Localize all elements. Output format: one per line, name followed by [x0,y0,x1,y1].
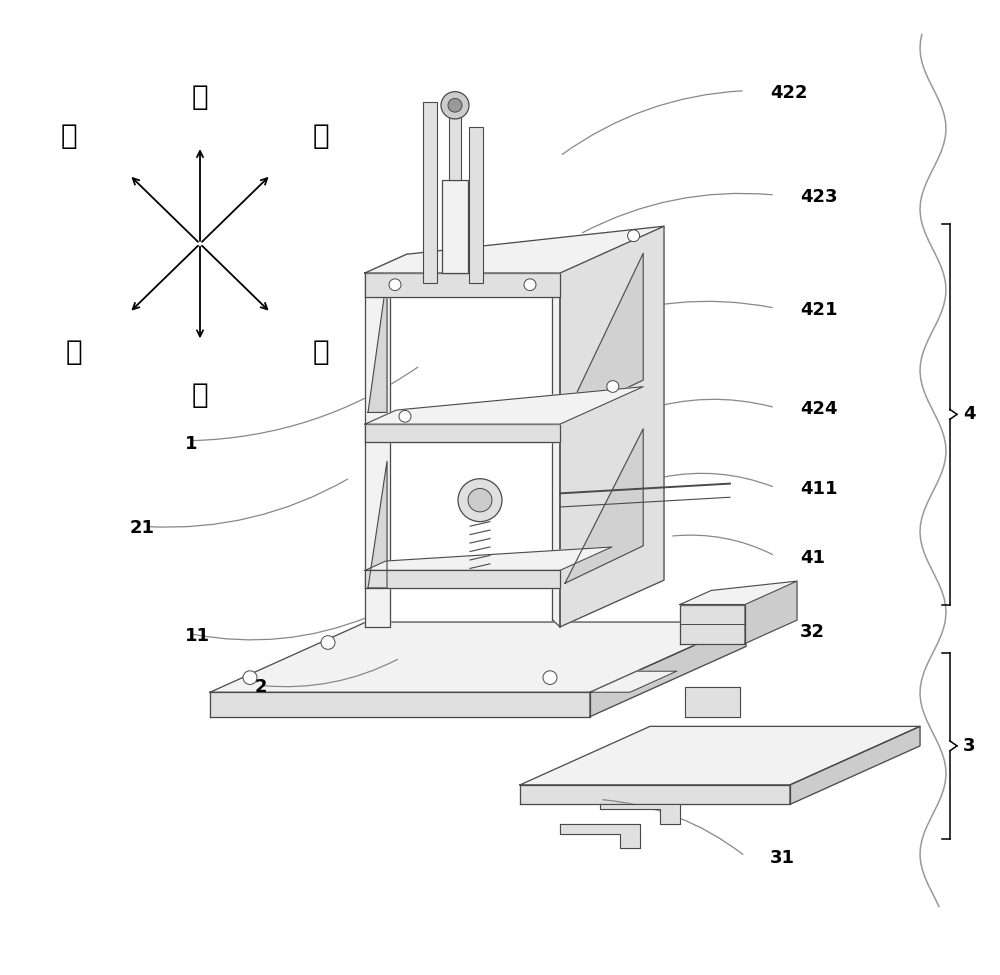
Polygon shape [590,622,746,717]
Polygon shape [368,461,387,588]
Text: 31: 31 [770,849,795,867]
Text: 后: 后 [66,337,83,366]
Circle shape [607,380,619,392]
Bar [469,127,483,283]
Polygon shape [365,273,390,627]
Bar [423,102,437,283]
Polygon shape [365,547,612,570]
Circle shape [243,671,257,684]
Circle shape [389,279,401,291]
Polygon shape [560,824,640,848]
Text: 21: 21 [130,520,155,537]
Text: 3: 3 [963,737,976,755]
Text: 32: 32 [800,623,825,641]
Polygon shape [565,254,643,417]
Text: 424: 424 [800,401,838,418]
Polygon shape [365,387,643,424]
Text: 422: 422 [770,84,808,101]
Polygon shape [560,226,664,627]
Text: 11: 11 [185,627,210,644]
Polygon shape [565,429,643,583]
Polygon shape [590,671,677,692]
Circle shape [543,671,557,684]
Polygon shape [365,254,432,273]
Circle shape [458,479,502,522]
Polygon shape [680,604,745,644]
Circle shape [321,636,335,649]
Text: 1: 1 [185,435,198,452]
Text: 右: 右 [61,122,78,150]
Polygon shape [790,726,920,804]
Circle shape [425,255,437,267]
Polygon shape [600,804,680,824]
Polygon shape [553,266,560,627]
Polygon shape [520,726,920,785]
Text: 411: 411 [800,481,838,498]
Bar [442,180,468,273]
Text: 上: 上 [192,84,208,111]
Circle shape [524,279,536,291]
Polygon shape [365,570,560,588]
Polygon shape [365,424,560,442]
Polygon shape [368,276,387,412]
Bar [449,117,461,180]
Circle shape [628,230,640,242]
Text: 423: 423 [800,188,838,206]
Text: 下: 下 [192,381,208,409]
Polygon shape [685,687,740,717]
Text: 左: 左 [312,337,329,366]
Polygon shape [210,692,590,717]
Text: 前: 前 [312,122,329,150]
Polygon shape [520,785,790,804]
Circle shape [448,98,462,112]
Polygon shape [365,273,560,297]
Circle shape [441,92,469,119]
Circle shape [468,488,492,512]
Polygon shape [210,622,746,692]
Polygon shape [680,581,797,604]
Polygon shape [365,226,664,273]
Text: 41: 41 [800,549,825,566]
Text: 4: 4 [963,406,976,423]
Text: 2: 2 [255,679,268,696]
Polygon shape [745,581,797,644]
Circle shape [399,410,411,422]
Text: 421: 421 [800,301,838,319]
